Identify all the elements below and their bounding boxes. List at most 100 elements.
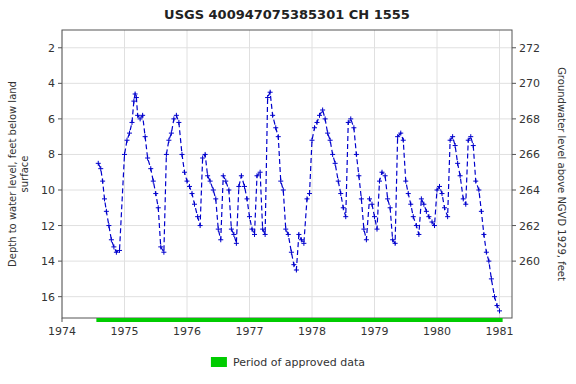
grid-line [249,30,250,318]
point [286,232,291,237]
point [276,134,281,139]
point [442,205,447,210]
y2-tick [512,118,516,119]
grid-line [187,30,188,318]
point [466,138,471,143]
title: USGS 400947075385301 CH 1555 [164,7,410,22]
point [134,95,139,100]
point [135,113,140,118]
point [445,214,450,219]
point [109,237,114,242]
point [111,244,116,249]
point [122,152,127,157]
y2-axis-label: Groundwater level above NGVD 1929, feet [556,67,567,281]
point [448,138,453,143]
x-tick-label: 1975 [111,325,139,338]
line [98,92,499,311]
point [338,191,343,196]
point [473,179,478,184]
point [158,244,163,249]
point [226,188,231,193]
point [143,134,148,139]
point [218,237,223,242]
point [484,250,489,255]
point [258,170,263,175]
grid-line [312,30,313,318]
point [299,237,304,242]
y2-tick [512,190,516,191]
point [372,214,377,219]
point [148,166,153,171]
legend: Period of approved data [211,356,365,369]
grid-line [62,83,512,84]
point [424,209,429,214]
y-axis-label: Depth to water level, feet below landsur… [7,81,30,267]
point [486,259,491,264]
point [221,173,226,178]
point [348,116,353,121]
point [102,196,107,201]
y2-tick-label: 266 [519,148,540,161]
point [401,138,406,143]
x-tick-label: 1978 [298,325,326,338]
grid-line [62,296,512,297]
point [164,152,169,157]
grid-line [499,30,500,318]
y2-tick-label: 262 [519,220,540,233]
point [356,173,361,178]
y-axis-label-line: Depth to water level, feet below land [7,81,18,267]
point [185,179,190,184]
point [330,152,335,157]
point [380,170,385,175]
point [176,120,181,125]
point [98,166,103,171]
point [495,303,500,308]
point [325,131,330,136]
point [125,138,130,143]
grid [62,30,512,318]
grid-line [437,30,438,318]
point [328,138,333,143]
y-tick-label: 14 [41,255,55,268]
y-tick [58,225,62,226]
point [294,268,299,273]
grid-line [62,225,512,226]
point [497,308,502,313]
point [463,202,468,207]
y2-tick [512,261,516,262]
point [367,196,372,201]
point [205,173,210,178]
point [315,120,320,125]
point [388,205,393,210]
point [174,113,179,118]
point [213,196,218,201]
point [296,232,301,237]
point [421,202,426,207]
point [260,227,265,232]
y2-tick-label: 268 [519,113,540,126]
point [359,196,364,201]
point [390,237,395,242]
point [223,179,228,184]
y-tick-label: 6 [48,113,55,126]
point [471,143,476,148]
point [301,241,306,246]
point [393,241,398,246]
point [250,227,255,232]
y-tick [58,118,62,119]
point [476,188,481,193]
point [440,191,445,196]
point [461,196,466,201]
y-axis-label-line: surface [19,156,30,193]
y-tick-label: 4 [48,77,55,90]
point [333,161,338,166]
point [203,152,208,157]
point [432,223,437,228]
y2-tick [512,83,516,84]
legend-swatch [211,357,227,367]
point [117,248,122,253]
grid-line [124,30,125,318]
point [403,179,408,184]
y-tick-label: 12 [41,220,55,233]
point [437,184,442,189]
